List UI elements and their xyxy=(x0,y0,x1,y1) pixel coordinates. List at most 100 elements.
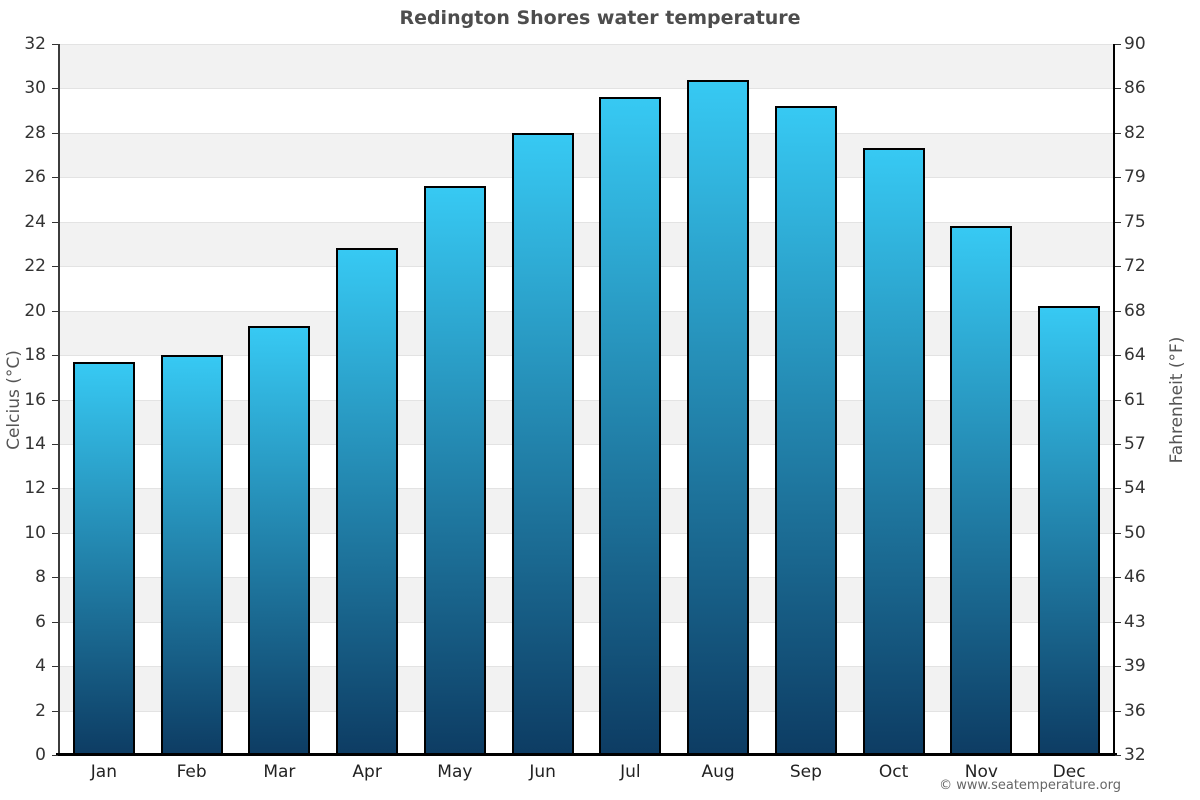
bar-aug xyxy=(687,79,750,755)
tick-mark xyxy=(1115,310,1121,312)
bar-jul xyxy=(599,97,662,755)
copyright-watermark: © www.seatemperature.org xyxy=(939,778,1121,793)
gridline xyxy=(60,577,1113,579)
celsius-tick-label: 8 xyxy=(35,567,46,588)
gridline xyxy=(60,44,1113,45)
bar-feb xyxy=(160,355,223,755)
bar-may xyxy=(423,186,486,755)
grid-band xyxy=(60,577,1113,622)
grid-band xyxy=(60,666,1113,711)
fahrenheit-tick-label: 43 xyxy=(1124,611,1146,632)
fahrenheit-tick-label: 79 xyxy=(1124,167,1146,188)
tick-mark xyxy=(1115,88,1121,90)
gridline xyxy=(60,266,1113,268)
tick-mark xyxy=(1115,666,1121,668)
y-axis-right-line xyxy=(1113,44,1115,755)
grid-band xyxy=(60,399,1113,444)
grid-band xyxy=(60,44,1113,89)
grid-band xyxy=(60,710,1113,755)
x-tick-label-jul: Jul xyxy=(620,762,641,782)
fahrenheit-tick-label: 54 xyxy=(1124,478,1146,499)
celsius-tick-label: 0 xyxy=(35,745,46,765)
grid-band xyxy=(60,621,1113,667)
chart-title: Redington Shores water temperature xyxy=(399,7,801,29)
grid-band xyxy=(60,355,1113,400)
celsius-tick-label: 30 xyxy=(24,78,46,99)
grid-band xyxy=(60,310,1113,356)
grid-band xyxy=(60,532,1113,578)
tick-mark xyxy=(52,177,58,179)
gridline xyxy=(60,399,1113,401)
fahrenheit-tick-label: 72 xyxy=(1124,256,1146,277)
fahrenheit-tick-label: 64 xyxy=(1124,345,1146,366)
tick-mark xyxy=(52,532,58,534)
tick-mark xyxy=(52,44,58,45)
bar-apr xyxy=(336,248,399,755)
celsius-tick-label: 18 xyxy=(24,345,46,366)
x-tick-label-sep: Sep xyxy=(789,762,822,782)
celsius-tick-label: 32 xyxy=(24,34,46,54)
plot-area xyxy=(60,44,1113,755)
bar-jan xyxy=(72,361,135,755)
gridline xyxy=(60,710,1113,712)
tick-mark xyxy=(52,88,58,90)
tick-mark xyxy=(52,310,58,312)
gridline xyxy=(60,443,1113,445)
fahrenheit-tick-label: 75 xyxy=(1124,211,1146,232)
celsius-tick-label: 20 xyxy=(24,300,46,321)
gridline xyxy=(60,310,1113,312)
tick-mark xyxy=(1115,132,1121,134)
tick-mark xyxy=(1115,488,1121,490)
fahrenheit-tick-label: 39 xyxy=(1124,656,1146,677)
grid-band xyxy=(60,177,1113,222)
celsius-tick-label: 14 xyxy=(24,433,46,454)
x-tick-label-jan: Jan xyxy=(90,762,117,782)
celsius-tick-label: 26 xyxy=(24,167,46,188)
tick-mark xyxy=(1115,399,1121,401)
tick-mark xyxy=(52,355,58,357)
gridline xyxy=(60,355,1113,357)
gridline xyxy=(60,177,1113,179)
fahrenheit-tick-label: 86 xyxy=(1124,78,1146,99)
gridline xyxy=(60,88,1113,90)
tick-mark xyxy=(1115,221,1121,223)
y-axis-left-line xyxy=(58,44,60,755)
bar-jun xyxy=(511,132,574,755)
bar-dec xyxy=(1038,306,1101,755)
x-tick-label-may: May xyxy=(437,762,473,782)
tick-mark xyxy=(1115,177,1121,179)
x-tick-label-oct: Oct xyxy=(878,762,909,782)
tick-mark xyxy=(52,399,58,401)
grid-band xyxy=(60,132,1113,178)
tick-mark xyxy=(52,755,58,756)
x-tick-label-aug: Aug xyxy=(701,762,735,782)
fahrenheit-tick-label: 57 xyxy=(1124,433,1146,454)
bar-mar xyxy=(248,326,311,755)
tick-mark xyxy=(1115,355,1121,357)
gridline xyxy=(60,221,1113,223)
fahrenheit-tick-label: 61 xyxy=(1124,389,1146,410)
x-tick-label-nov: Nov xyxy=(964,762,998,782)
tick-mark xyxy=(1115,621,1121,623)
grid-band xyxy=(60,221,1113,267)
celsius-tick-label: 24 xyxy=(24,211,46,232)
celsius-tick-label: 28 xyxy=(24,122,46,143)
x-axis-line xyxy=(56,753,1117,756)
x-tick-label-jun: Jun xyxy=(529,762,556,782)
tick-mark xyxy=(52,132,58,134)
gridline xyxy=(60,666,1113,668)
fahrenheit-tick-label: 46 xyxy=(1124,567,1146,588)
fahrenheit-tick-label: 68 xyxy=(1124,300,1146,321)
y-axis-title-fahrenheit: Fahrenheit (°F) xyxy=(1167,336,1187,464)
tick-mark xyxy=(1115,266,1121,268)
gridline xyxy=(60,488,1113,490)
tick-mark xyxy=(52,221,58,223)
tick-mark xyxy=(1115,532,1121,534)
celsius-tick-label: 2 xyxy=(35,700,46,721)
gridline xyxy=(60,132,1113,134)
bar-oct xyxy=(862,148,925,755)
tick-mark xyxy=(1115,755,1121,756)
tick-mark xyxy=(52,488,58,490)
tick-mark xyxy=(1115,710,1121,712)
